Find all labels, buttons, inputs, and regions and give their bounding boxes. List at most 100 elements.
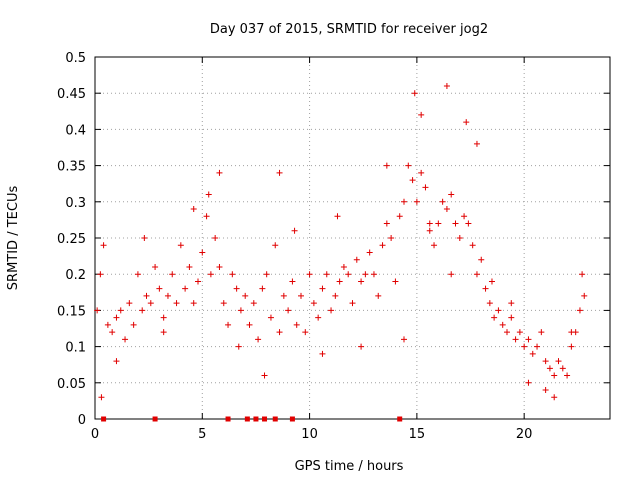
data-point-square — [397, 416, 403, 422]
y-tick-label: 0.1 — [65, 341, 86, 356]
data-point — [293, 321, 300, 328]
data-point — [173, 300, 180, 307]
data-point — [225, 321, 232, 328]
data-point — [302, 329, 309, 336]
data-point — [216, 169, 223, 176]
data-point — [379, 242, 386, 249]
data-point — [160, 329, 167, 336]
data-point — [409, 177, 416, 184]
data-point — [431, 242, 438, 249]
data-point — [504, 329, 510, 336]
data-point — [525, 379, 532, 386]
data-point — [452, 220, 459, 227]
data-point-square — [101, 416, 107, 422]
data-point — [488, 278, 495, 285]
x-tick-label: 20 — [516, 427, 533, 442]
data-point — [104, 321, 111, 328]
data-point — [559, 365, 566, 372]
data-point — [113, 358, 120, 365]
y-ticks: 0 0.05 0.1 0.15 0.2 0.25 0.3 0.35 0.4 0.45 0.5 — [57, 51, 610, 428]
data-point — [134, 271, 141, 278]
y-tick-label: 0.4 — [65, 123, 86, 138]
data-point — [456, 235, 463, 241]
data-point — [418, 169, 425, 176]
chart-title: Day 037 of 2015, SRMTID for receiver jog… — [210, 22, 488, 37]
data-point — [242, 292, 249, 299]
data-point — [190, 206, 197, 213]
data-point — [235, 343, 242, 350]
data-point — [246, 321, 253, 328]
x-axis-label: GPS time / hours — [295, 459, 404, 474]
y-tick-label: 0.25 — [57, 232, 86, 247]
data-point — [551, 372, 558, 379]
data-point — [122, 336, 129, 343]
data-point-square — [152, 416, 158, 422]
data-point — [147, 300, 154, 307]
data-point — [426, 227, 433, 234]
data-point — [469, 242, 476, 249]
data-point-square — [262, 416, 268, 422]
data-point — [323, 271, 330, 278]
data-point — [199, 249, 206, 256]
data-point — [267, 314, 274, 321]
data-point — [207, 271, 214, 278]
x-tick-label: 10 — [301, 427, 318, 442]
data-point — [276, 169, 283, 176]
data-point — [516, 329, 523, 336]
data-point — [130, 321, 137, 328]
data-point — [435, 220, 442, 227]
data-point — [508, 314, 515, 321]
data-point — [411, 90, 418, 97]
y-tick-label: 0.35 — [57, 160, 86, 175]
x-ticks: 0 5 10 15 20 — [91, 57, 533, 442]
data-point — [388, 235, 395, 241]
data-point — [141, 235, 148, 241]
data-point — [482, 285, 489, 292]
data-point — [186, 263, 193, 270]
data-point — [345, 271, 352, 278]
data-point — [463, 119, 470, 126]
data-point — [564, 372, 571, 379]
y-axis-label: SRMTID / TECUs — [6, 186, 21, 291]
data-point — [473, 271, 480, 278]
data-point — [280, 292, 287, 299]
data-point — [443, 82, 450, 89]
x-tick-label: 5 — [198, 427, 206, 442]
y-tick-label: 0.5 — [65, 51, 86, 66]
data-point — [512, 336, 519, 343]
data-point — [319, 285, 326, 292]
data-point — [525, 336, 532, 343]
data-point — [182, 285, 189, 292]
y-tick-label: 0 — [78, 413, 86, 428]
data-point — [542, 358, 549, 365]
grid — [95, 57, 610, 419]
data-point — [534, 343, 541, 350]
data-point — [499, 321, 506, 328]
data-point — [220, 300, 227, 307]
data-point — [521, 343, 528, 350]
data-point — [328, 307, 335, 314]
data-point — [319, 350, 326, 357]
y-tick-label: 0.05 — [57, 377, 86, 392]
data-point — [332, 292, 339, 299]
data-point — [195, 278, 201, 285]
data-point — [310, 300, 317, 307]
data-point — [250, 300, 257, 307]
data-point-square — [253, 416, 259, 422]
data-point — [169, 271, 176, 278]
data-point — [229, 271, 236, 278]
data-point — [285, 307, 292, 314]
data-point — [546, 365, 553, 372]
data-point — [401, 198, 407, 205]
data-point — [97, 271, 104, 278]
data-point — [164, 292, 171, 299]
data-point — [126, 300, 133, 307]
data-point — [349, 300, 356, 307]
data-point — [439, 198, 446, 205]
data-point — [529, 350, 536, 357]
data-point — [203, 213, 210, 220]
data-point — [362, 271, 369, 278]
data-point — [306, 271, 313, 278]
data-point — [272, 242, 279, 249]
